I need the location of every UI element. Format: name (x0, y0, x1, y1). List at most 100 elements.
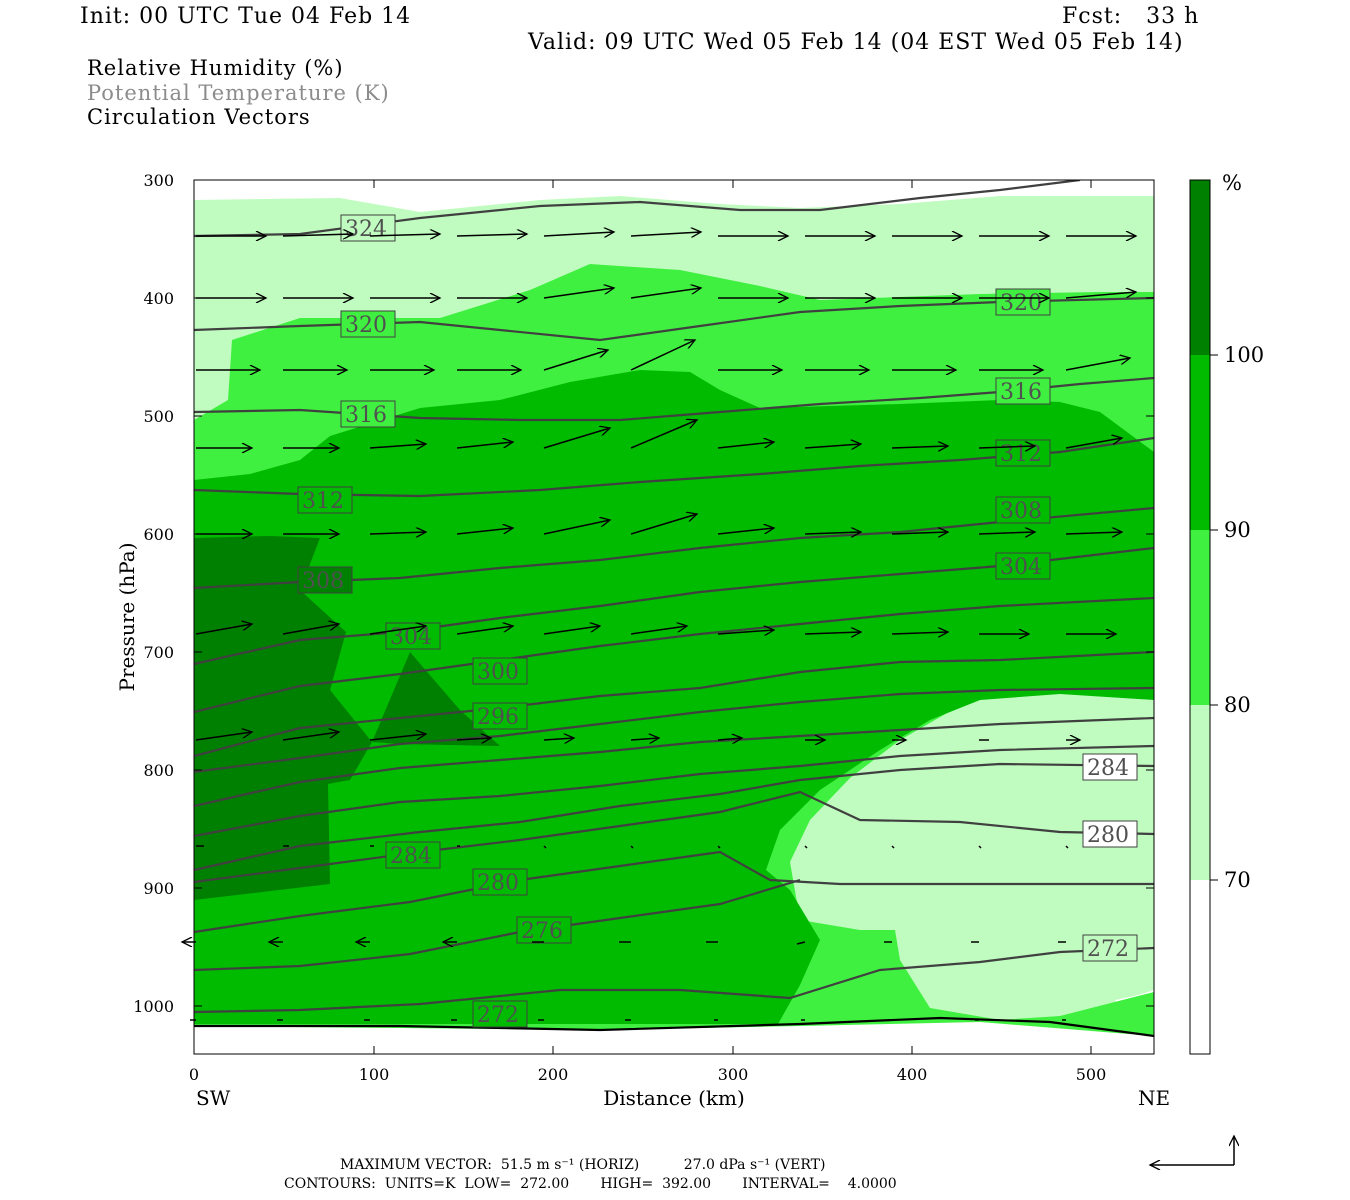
axis-titles: SW NE Distance (km) Pressure (hPa) (115, 543, 1170, 1110)
wind-vector (804, 845, 808, 849)
colorbar-80-90 (1190, 530, 1210, 705)
wind-vector (978, 446, 1035, 448)
y-tick-1000: 1000 (133, 997, 174, 1016)
theta-label-308: 308 (297, 566, 353, 594)
wind-vector (369, 234, 440, 236)
x-tick-0: 0 (189, 1065, 199, 1084)
wind-vector (369, 444, 426, 448)
svg-text:272: 272 (1087, 937, 1129, 962)
y-tick-500: 500 (143, 407, 174, 426)
wind-vector (543, 350, 608, 371)
wind-vector (630, 340, 695, 371)
theta-line-284 (194, 744, 1154, 838)
theta-line-280 (194, 762, 1154, 872)
wind-vector (630, 514, 697, 535)
wind-vector (891, 446, 948, 448)
svg-text:300: 300 (477, 660, 519, 685)
surface-line (194, 1016, 1154, 1038)
wind-vector (282, 732, 339, 741)
wind-vector (804, 532, 861, 534)
colorbar-over-100 (1190, 180, 1210, 355)
init-time: Init: 00 UTC Tue 04 Feb 14 (80, 4, 412, 29)
theta-label-276: 276 (516, 916, 572, 944)
wind-vector (369, 734, 426, 741)
colorbar-below-70 (1190, 880, 1210, 1054)
reference-vector (1150, 1136, 1234, 1165)
colorbar-label-80: 80 (1224, 693, 1251, 717)
svg-text:272: 272 (477, 1003, 519, 1028)
wind-vector (456, 234, 527, 236)
svg-text:284: 284 (390, 844, 432, 869)
theta-label-300: 300 (472, 657, 528, 685)
wind-vector (717, 442, 774, 449)
plot-frame (193, 179, 1155, 1055)
sw-label: SW (196, 1086, 231, 1110)
wind-vector (630, 738, 659, 740)
x-axis-title: Distance (km) (603, 1086, 745, 1110)
svg-text:320: 320 (345, 313, 387, 338)
svg-text:304: 304 (1000, 555, 1042, 580)
colorbar-label-90: 90 (1224, 518, 1251, 542)
x-tick-labels: 0 100 200 300 400 500 (189, 1065, 1106, 1084)
wind-vector (1065, 438, 1122, 449)
wind-vector (369, 626, 426, 635)
y-tick-400: 400 (143, 289, 174, 308)
theta-label-320-right: 320 (995, 288, 1051, 316)
y-axis-title: Pressure (hPa) (115, 543, 139, 692)
wind-vector (195, 624, 252, 635)
wind-vector (456, 442, 513, 449)
y-tick-600: 600 (143, 525, 174, 544)
colorbar-label-70: 70 (1224, 868, 1251, 892)
legend-vectors: Circulation Vectors (87, 105, 311, 129)
y-tick-labels: 300 400 500 600 700 800 900 1000 (133, 171, 174, 1016)
theta-label-316-right: 316 (995, 377, 1051, 405)
svg-text:320: 320 (1000, 291, 1042, 316)
theta-label-280-right: 280 (1082, 820, 1138, 848)
wind-vector (891, 632, 948, 634)
wind-vector (630, 626, 687, 635)
wind-vector (456, 738, 491, 740)
theta-label-308-right: 308 (995, 496, 1051, 524)
theta-label-272: 272 (472, 1000, 528, 1028)
wind-vector (282, 234, 353, 236)
wind-vector (1065, 358, 1130, 371)
circulation-vectors (182, 232, 1136, 1021)
x-tick-300: 300 (718, 1065, 749, 1084)
wind-vector (543, 428, 610, 449)
x-tick-400: 400 (897, 1065, 928, 1084)
theta-label-312-right: 312 (995, 439, 1051, 467)
wind-vector (717, 845, 721, 849)
svg-text:312: 312 (302, 489, 344, 514)
theta-line-288 (194, 716, 1154, 808)
x-tick-200: 200 (538, 1065, 569, 1084)
theta-label-280: 280 (472, 868, 528, 896)
wind-vector (717, 630, 774, 634)
axis-ticks (194, 180, 1154, 1054)
wind-vector (543, 288, 614, 299)
wind-vector (891, 845, 895, 849)
ne-label: NE (1138, 1086, 1170, 1110)
wind-vector (978, 532, 1035, 534)
theta-label-304: 304 (385, 622, 441, 650)
wind-vector (630, 845, 634, 849)
theta-line-296 (194, 650, 1154, 758)
wind-vector (456, 626, 513, 635)
theta-label-316: 316 (340, 400, 396, 428)
wind-vector (543, 232, 614, 236)
wind-vector (630, 420, 697, 449)
y-tick-800: 800 (143, 761, 174, 780)
rh-over-100-region (194, 536, 500, 900)
forecast-hour: Fcst: 33 h (1062, 4, 1200, 29)
wind-vector (1065, 532, 1122, 534)
svg-text:284: 284 (1087, 756, 1129, 781)
theta-line-272a (194, 850, 1154, 934)
wind-vector (543, 738, 574, 740)
theta-label-284-right: 284 (1082, 753, 1138, 781)
wind-vector (717, 528, 774, 535)
y-tick-900: 900 (143, 879, 174, 898)
wind-vector (282, 624, 339, 635)
svg-text:308: 308 (302, 569, 344, 594)
theta-line-300 (194, 596, 1154, 714)
wind-vector (543, 626, 600, 635)
